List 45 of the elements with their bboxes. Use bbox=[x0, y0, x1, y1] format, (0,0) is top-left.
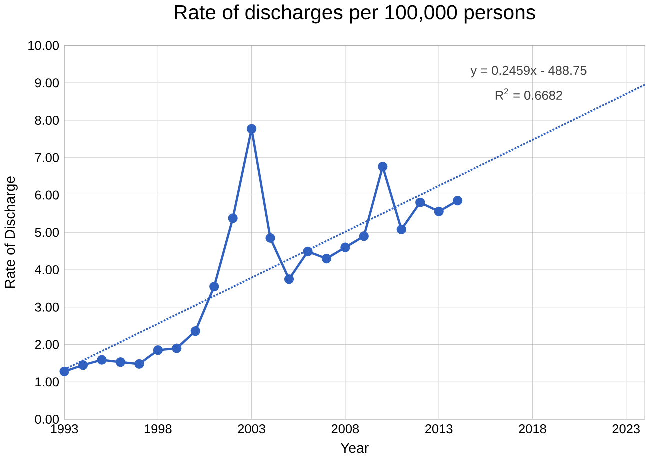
point bbox=[134, 359, 144, 370]
point bbox=[452, 196, 463, 206]
point bbox=[246, 124, 257, 134]
annotation: R$^{2}$ = 0.6682 bbox=[496, 88, 562, 100]
y-tick-label: 9.00 bbox=[35, 78, 60, 88]
point bbox=[97, 355, 107, 365]
x-axis-title: Year bbox=[340, 443, 369, 454]
y-tick-label: 4.00 bbox=[35, 266, 60, 275]
point bbox=[434, 206, 444, 217]
point bbox=[416, 198, 426, 208]
x-tick-label: 2008 bbox=[332, 424, 360, 434]
x-tick-label: 1993 bbox=[51, 424, 78, 434]
point bbox=[228, 214, 238, 224]
annotation: y = 0.2459x - 488.75 bbox=[470, 66, 587, 78]
y-axis-title: Rate of Discharge bbox=[4, 176, 18, 288]
x-tick-label: 2003 bbox=[238, 424, 266, 434]
x-tick-label: 1998 bbox=[144, 424, 172, 434]
y-tick-label: 2.00 bbox=[35, 340, 60, 350]
point bbox=[340, 242, 350, 252]
y-tick-label: 3.00 bbox=[35, 302, 60, 312]
point bbox=[303, 246, 313, 257]
point bbox=[322, 254, 332, 264]
x-tick-label: 2023 bbox=[612, 424, 640, 434]
y-tick-label: 8.00 bbox=[35, 116, 60, 126]
point bbox=[396, 224, 406, 235]
point bbox=[78, 360, 88, 370]
point bbox=[116, 358, 126, 368]
point bbox=[284, 274, 294, 284]
x-tick-label: 2013 bbox=[426, 424, 453, 434]
y-tick-label: 0.00 bbox=[35, 415, 60, 424]
point bbox=[190, 326, 200, 336]
point bbox=[172, 344, 182, 354]
y-tick-label: 7.00 bbox=[35, 153, 60, 162]
y-tick-label: 1.00 bbox=[36, 378, 60, 387]
x-tick-label: 2018 bbox=[519, 424, 546, 434]
point bbox=[266, 233, 276, 244]
y-tick-label: 10.00 bbox=[28, 41, 60, 50]
y-tick-label: 5.00 bbox=[35, 228, 60, 238]
chart-title: Rate of discharges per 100,000 persons bbox=[175, 4, 536, 24]
point bbox=[378, 162, 388, 172]
point bbox=[210, 282, 220, 292]
point bbox=[153, 346, 163, 356]
point bbox=[60, 366, 70, 377]
y-tick-label: 6.00 bbox=[35, 190, 60, 200]
point bbox=[359, 232, 369, 242]
